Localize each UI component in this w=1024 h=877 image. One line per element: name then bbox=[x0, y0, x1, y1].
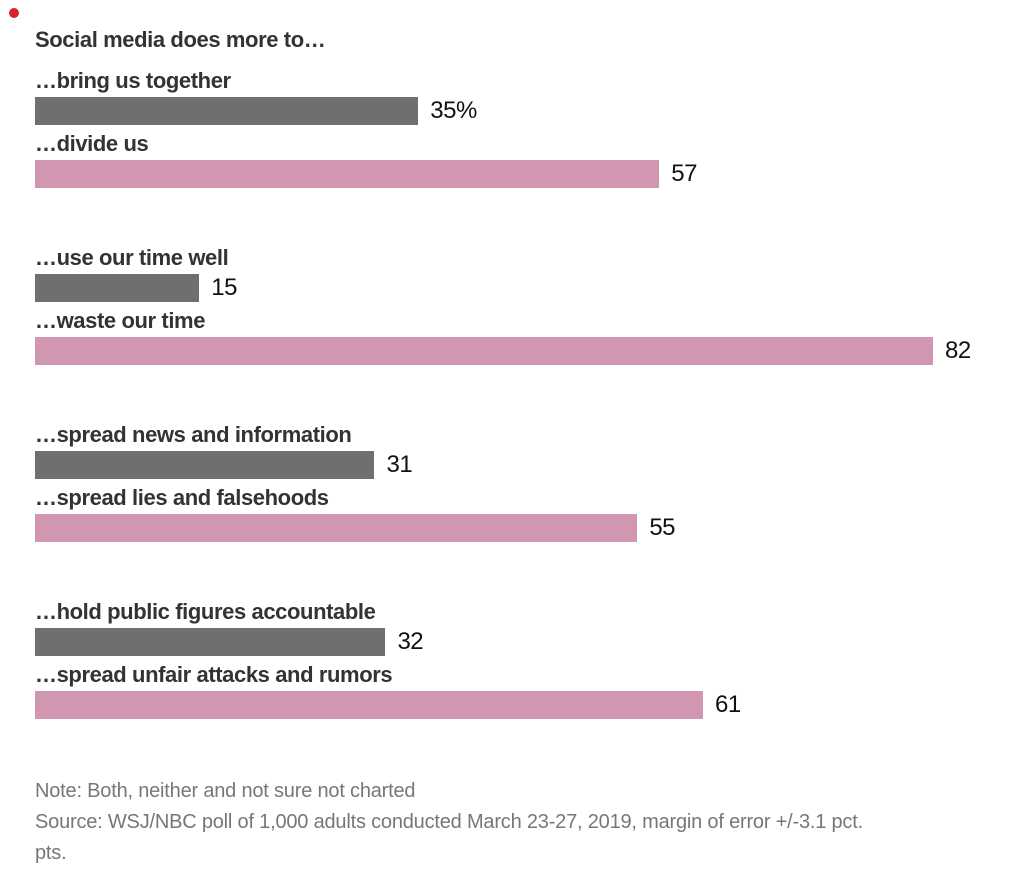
chart-source-line-1: Source: WSJ/NBC poll of 1,000 adults con… bbox=[35, 811, 863, 833]
negative-bar bbox=[35, 691, 704, 719]
negative-bar-value: 82 bbox=[945, 337, 971, 364]
negative-bar-value: 57 bbox=[671, 160, 697, 187]
negative-bar-label: …spread lies and falsehoods bbox=[35, 485, 329, 510]
negative-bar-label: …spread unfair attacks and rumors bbox=[35, 662, 393, 687]
positive-bar-label: …hold public figures accountable bbox=[35, 599, 376, 624]
bar-pair-group: …bring us together 35% …divide us 57 bbox=[35, 68, 989, 188]
chart-footer: Note: Both, neither and not sure not cha… bbox=[35, 776, 989, 869]
chart-source-line-2: pts. bbox=[35, 842, 67, 864]
positive-bar-value: 32 bbox=[397, 628, 424, 655]
negative-bar-value: 55 bbox=[649, 514, 676, 541]
positive-bar bbox=[35, 628, 386, 656]
negative-bar bbox=[35, 160, 660, 188]
positive-bar-label: …use our time well bbox=[35, 245, 229, 270]
positive-bar bbox=[35, 274, 200, 302]
bar-pair-group: …hold public figures accountable 32 …spr… bbox=[35, 599, 989, 719]
negative-bar-label: …waste our time bbox=[35, 308, 206, 333]
negative-bar bbox=[35, 337, 933, 365]
chart-plot-area: …bring us together 35% …divide us 57 …us… bbox=[35, 68, 989, 719]
bar-pair-group: …spread news and information 31 …spread … bbox=[35, 422, 989, 542]
bar-chart: Social media does more to… …bring us tog… bbox=[35, 27, 989, 869]
chart-title: Social media does more to… bbox=[35, 27, 326, 52]
positive-bar bbox=[35, 451, 375, 479]
positive-bar bbox=[35, 97, 419, 125]
positive-bar-label: …spread news and information bbox=[35, 422, 352, 447]
positive-bar-value: 15 bbox=[211, 274, 237, 301]
negative-bar-label: …divide us bbox=[35, 131, 149, 156]
positive-bar-value: 31 bbox=[386, 451, 413, 478]
bar-pair-group: …use our time well 15 …waste our time 82 bbox=[35, 245, 989, 365]
positive-bar-value: 35% bbox=[430, 97, 477, 124]
chart-note: Note: Both, neither and not sure not cha… bbox=[35, 780, 416, 802]
negative-bar bbox=[35, 514, 638, 542]
negative-bar-value: 61 bbox=[715, 691, 741, 718]
red-dot bbox=[9, 8, 19, 18]
positive-bar-label: …bring us together bbox=[35, 68, 231, 93]
